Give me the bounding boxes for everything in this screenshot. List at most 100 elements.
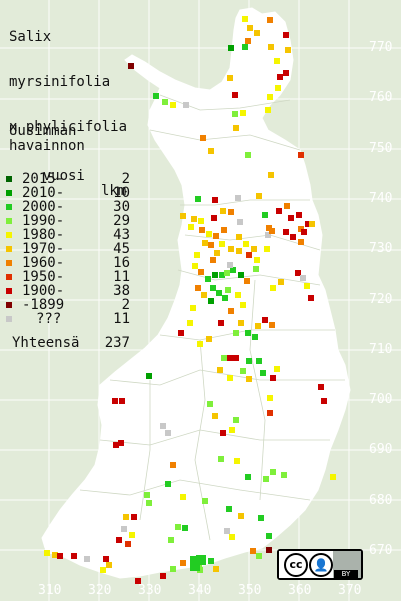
observation-marker: [160, 423, 166, 429]
y-axis-label: 760: [369, 90, 393, 106]
observation-marker: [212, 197, 218, 203]
legend-label: 1900-: [22, 283, 65, 299]
observation-marker: [258, 515, 264, 521]
observation-marker: [233, 330, 239, 336]
observation-marker: [268, 172, 274, 178]
observation-marker: [201, 292, 207, 298]
observation-marker: [212, 272, 218, 278]
observation-marker: [217, 367, 223, 373]
observation-marker: [170, 102, 176, 108]
observation-marker: [264, 246, 270, 252]
observation-marker: [274, 366, 280, 372]
observation-marker: [190, 305, 196, 311]
observation-marker: [103, 556, 109, 562]
legend-heading-line: havainnon: [9, 138, 85, 154]
observation-marker: [238, 513, 244, 519]
legend-label: 1950-: [22, 269, 65, 285]
legend-count: 45: [113, 241, 130, 257]
observation-marker: [238, 272, 244, 278]
observation-marker: [175, 524, 181, 530]
observation-marker: [254, 257, 260, 263]
observation-marker: [210, 285, 216, 291]
observation-marker: [228, 308, 234, 314]
legend-count: 29: [113, 213, 130, 229]
legend-total: Yhteensä 237: [12, 336, 130, 350]
observation-marker: [277, 74, 283, 80]
observation-marker: [206, 231, 212, 237]
observation-marker: [247, 25, 253, 31]
observation-marker: [237, 219, 243, 225]
observation-marker: [245, 330, 251, 336]
observation-marker: [268, 44, 274, 50]
observation-marker: [240, 368, 246, 374]
observation-marker: [228, 209, 234, 215]
observation-marker: [165, 430, 171, 436]
observation-marker: [227, 75, 233, 81]
observation-marker: [233, 355, 239, 361]
observation-marker: [202, 498, 208, 504]
observation-marker: [255, 323, 261, 329]
observation-marker: [295, 270, 301, 276]
observation-marker: [245, 38, 251, 44]
observation-marker: [178, 330, 184, 336]
observation-marker: [219, 272, 225, 278]
y-axis-label: 710: [369, 341, 393, 357]
cc-by-license-badge[interactable]: cc 👤 BY: [277, 549, 363, 580]
x-axis-label: 370: [338, 583, 362, 598]
observation-marker: [250, 548, 256, 554]
observation-marker: [195, 196, 201, 202]
title-line: x phylicifolia: [9, 119, 128, 135]
legend-label: 1990-: [22, 213, 65, 229]
y-axis-label: 740: [369, 190, 393, 206]
observation-marker: [309, 221, 315, 227]
observation-marker: [165, 481, 171, 487]
observation-marker: [198, 269, 204, 275]
observation-marker: [208, 148, 214, 154]
by-label: BY: [334, 570, 358, 578]
observation-marker: [232, 92, 238, 98]
observation-marker: [129, 532, 135, 538]
map-title: Salix myrsinifolia x phylicifolia: [9, 0, 127, 150]
observation-marker: [283, 229, 289, 235]
total-count: 237: [104, 335, 130, 351]
observation-marker: [160, 573, 166, 579]
observation-marker: [285, 47, 291, 53]
legend-swatch: [6, 246, 12, 252]
observation-marker: [220, 208, 226, 214]
observation-marker: [330, 474, 336, 480]
observation-marker: [84, 556, 90, 562]
observation-marker: [188, 224, 194, 230]
observation-marker: [265, 232, 271, 238]
observation-marker: [213, 566, 219, 572]
cc-icon: cc: [284, 553, 308, 577]
observation-marker: [246, 358, 252, 364]
observation-marker: [191, 216, 197, 222]
observation-marker: [224, 270, 230, 276]
x-axis-label: 360: [288, 583, 312, 598]
observation-marker: [230, 267, 236, 273]
observation-marker: [219, 241, 225, 247]
observation-marker: [208, 298, 214, 304]
person-icon: 👤: [309, 553, 333, 577]
observation-marker: [194, 252, 200, 258]
observation-marker: [232, 111, 238, 117]
observation-marker: [245, 474, 251, 480]
observation-marker: [270, 469, 276, 475]
observation-marker: [121, 526, 127, 532]
observation-marker: [265, 107, 271, 113]
observation-marker: [267, 17, 273, 23]
observation-marker: [260, 370, 266, 376]
legend-heading: Uusimman havainnon vuosi lkm: [9, 124, 126, 199]
observation-marker: [187, 320, 193, 326]
observation-marker: [221, 355, 227, 361]
observation-marker: [262, 212, 268, 218]
observation-marker: [236, 248, 242, 254]
y-axis-label: 720: [369, 291, 393, 307]
observation-marker: [233, 125, 239, 131]
observation-marker: [192, 263, 198, 269]
x-axis-label: 330: [138, 583, 162, 598]
observation-marker: [290, 234, 296, 240]
observation-marker: [266, 547, 272, 553]
y-axis-label: 680: [369, 492, 393, 508]
observation-marker: [218, 320, 224, 326]
